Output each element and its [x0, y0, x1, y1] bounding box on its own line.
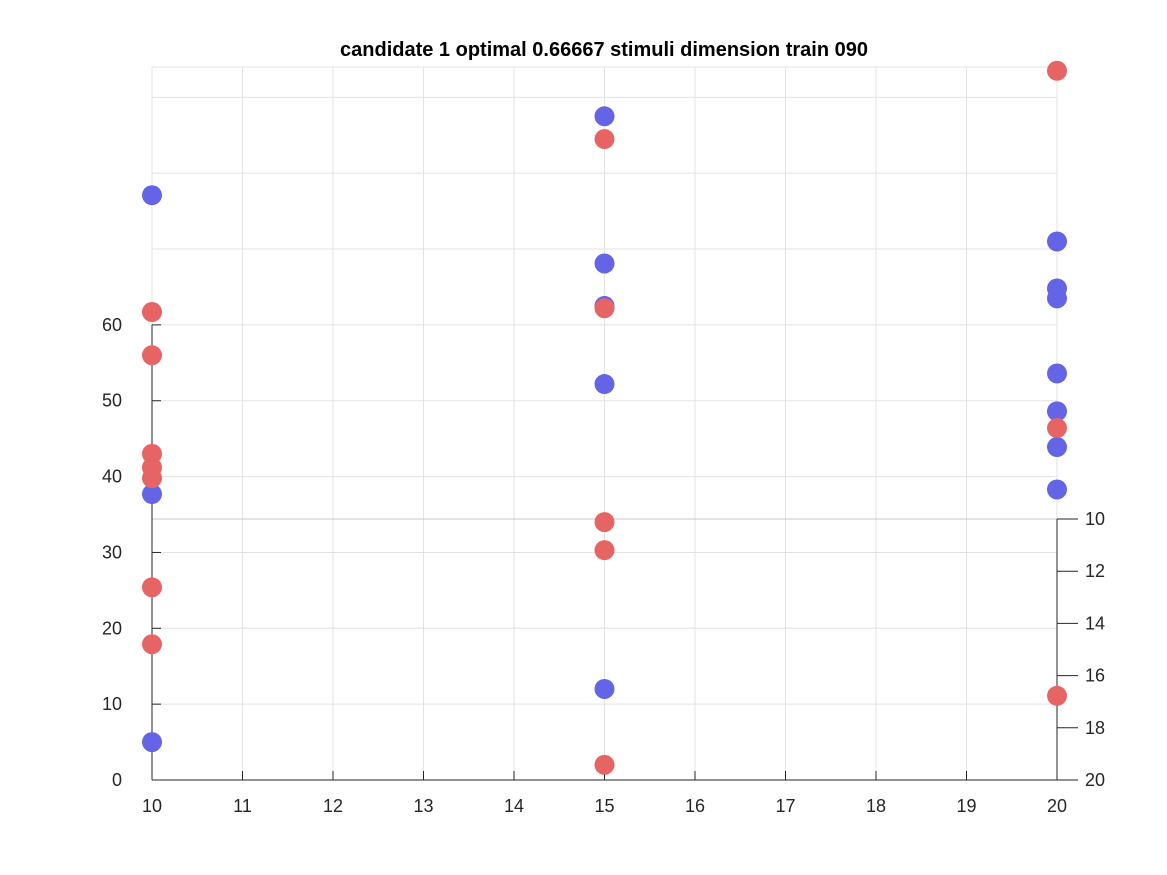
y-left-tick-label: 30 — [102, 542, 122, 562]
tick-labels: 10 11 12 13 14 15 16 17 18 19 20 0 10 20 30 40 50 60 10 12 1… — [102, 315, 1105, 816]
x-tick-label: 14 — [504, 796, 524, 816]
data-point-red — [1047, 685, 1067, 706]
x-tick-label: 13 — [413, 796, 433, 816]
x-tick-label: 12 — [323, 796, 343, 816]
data-points — [142, 60, 1067, 775]
y-left-tick-label: 60 — [102, 315, 122, 335]
data-point-red — [142, 301, 162, 322]
y-right-tick-label: 16 — [1085, 666, 1105, 686]
x-tick-label: 18 — [866, 796, 886, 816]
data-point-red — [594, 298, 615, 319]
data-point-blue — [1047, 401, 1067, 422]
y-left-tick-label: 20 — [102, 618, 122, 638]
data-point-blue — [1047, 479, 1067, 500]
data-point-red — [142, 634, 162, 655]
chart-title: candidate 1 optimal 0.66667 stimuli dime… — [340, 39, 868, 61]
data-point-blue — [1047, 288, 1067, 309]
x-tick-label: 15 — [594, 796, 614, 816]
y-right-tick-label: 20 — [1085, 770, 1105, 790]
data-point-red — [594, 540, 615, 561]
y-right-tick-label: 12 — [1085, 561, 1105, 581]
x-tick-label: 19 — [956, 796, 976, 816]
data-point-blue — [142, 732, 162, 753]
data-point-blue — [1047, 437, 1067, 458]
data-point-blue — [142, 484, 162, 505]
data-point-blue — [594, 678, 615, 699]
data-point-red — [142, 345, 162, 366]
y-right-tick-label: 18 — [1085, 718, 1105, 738]
data-point-red — [594, 512, 615, 533]
data-point-red — [1047, 60, 1067, 81]
data-point-blue — [142, 185, 162, 206]
y-right-tick-label: 14 — [1085, 613, 1105, 633]
y-right-tick-label: 10 — [1085, 509, 1105, 529]
data-point-blue — [594, 374, 615, 395]
data-point-blue — [1047, 231, 1067, 252]
data-point-red — [594, 129, 615, 150]
data-point-red — [142, 577, 162, 598]
axes — [151, 324, 1078, 781]
x-tick-label: 16 — [685, 796, 705, 816]
data-point-blue — [594, 106, 615, 127]
data-point-red — [594, 754, 615, 775]
data-point-red — [1047, 418, 1067, 439]
x-tick-label: 10 — [142, 796, 162, 816]
y-left-tick-label: 40 — [102, 467, 122, 487]
data-point-red — [142, 468, 162, 489]
data-point-blue — [594, 253, 615, 274]
y-left-tick-label: 10 — [102, 694, 122, 714]
x-tick-label: 11 — [233, 796, 252, 816]
x-tick-label: 20 — [1047, 796, 1067, 816]
y-left-tick-label: 0 — [112, 770, 122, 790]
x-tick-label: 17 — [775, 796, 795, 816]
data-point-blue — [1047, 363, 1067, 384]
y-left-tick-label: 50 — [102, 391, 122, 411]
